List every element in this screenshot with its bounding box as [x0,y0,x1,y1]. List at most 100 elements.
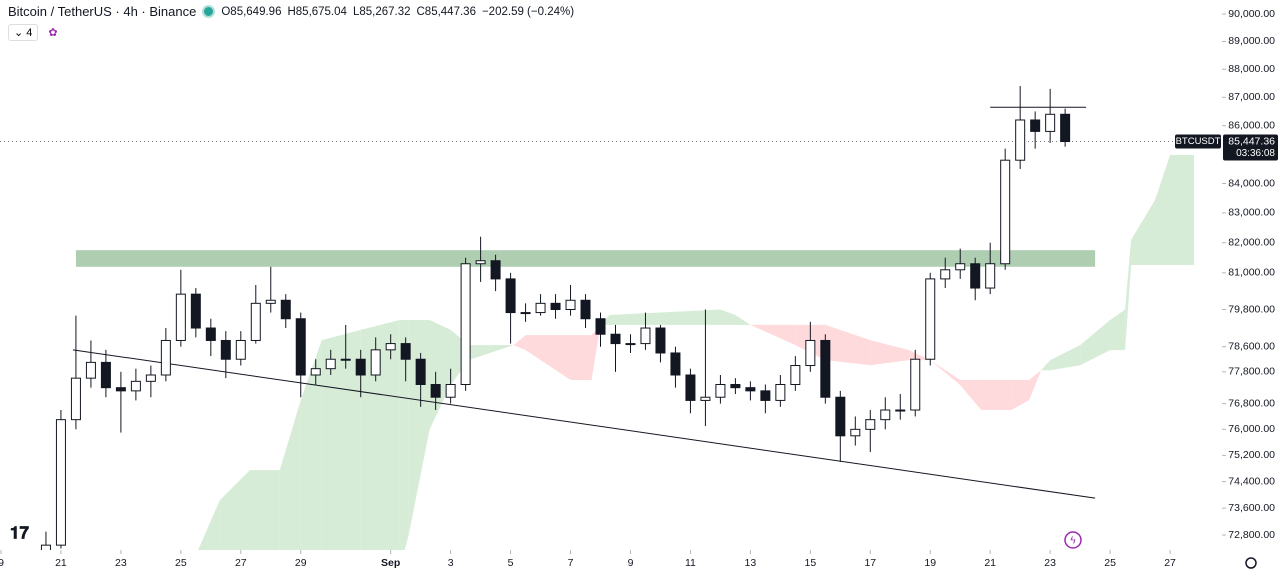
x-tick-label: 11 [685,557,696,569]
candle-body [670,352,681,376]
cloud-segment [930,360,961,386]
cloud-segment [468,345,499,361]
cloud-segment [1110,309,1126,351]
cloud-segment [825,324,871,366]
cloud-segment [1131,199,1156,265]
candle-body [505,278,516,314]
indicator-icon[interactable]: ✿ [48,27,58,39]
candle-body [70,377,81,421]
candle-body [1060,113,1071,143]
cloud-segment [960,380,982,411]
ohlc-change: −202.59 (−0.24%) [481,5,575,18]
x-tick-label: 17 [864,557,876,569]
candle-body [130,380,141,392]
candle-body [280,299,291,320]
y-tick-label: 83,000.00 [1228,207,1275,219]
candle-body [190,293,201,329]
candle-body [850,428,861,437]
y-tick-label: 88,000.00 [1228,63,1275,75]
ohlc-high: H85,675.04 [287,5,347,18]
symbol-title[interactable]: Bitcoin / TetherUS · 4h · Binance [8,4,197,19]
candle-body [265,299,276,304]
candle-body [340,358,351,361]
candle-body [685,374,696,401]
lightning-button[interactable]: ϟ [1064,531,1082,549]
cloud-segment [1080,319,1111,366]
candle-body [115,387,126,392]
candle-body [730,383,741,389]
y-tick-label: 79,800.00 [1228,303,1275,315]
svg-text:ϟ: ϟ [1070,536,1076,547]
candle-body [745,387,756,392]
candle-body [835,396,846,437]
candle-body [385,343,396,351]
x-tick-label: 23 [115,557,127,569]
candle-body [1030,119,1041,132]
candle-body [970,263,981,289]
tag-price-box [1223,134,1278,161]
header: Bitcoin / TetherUS · 4h · Binance O85,64… [8,4,574,19]
candle-body [475,260,486,265]
x-tick-label: 15 [804,557,816,569]
candle-body [205,327,216,341]
x-tick-label: 5 [508,557,514,569]
cloud-segment [600,315,610,325]
candles [40,86,1071,550]
candle-body [595,318,606,335]
cloud-segment [1155,154,1171,265]
candle-body [145,374,156,382]
candle-body [640,327,651,345]
cloud-segment [1011,380,1030,411]
svg-text:𝟏𝟕: 𝟏𝟕 [10,523,29,542]
cloud-segment [570,335,592,381]
candle-body [895,409,906,412]
candle-body [790,365,801,385]
indicator-toggle[interactable]: ⌄ 4 [8,24,39,41]
candle-body [550,302,561,310]
cloud-segment [909,350,931,361]
candle-body [580,299,591,320]
candle-body [1015,119,1026,161]
y-tick-label: 76,000.00 [1228,423,1275,435]
x-tick-label: 9 [0,557,4,569]
settings-button[interactable] [1245,557,1257,569]
candle-body [910,358,921,411]
status-dot [202,5,216,18]
cloud-segment [279,400,301,550]
cloud-segment [981,380,1012,411]
candle-body [100,361,111,389]
y-tick-label: 84,000.00 [1228,177,1275,189]
candle-body [295,318,306,376]
candle-body [985,263,996,289]
cloud-segment [591,324,601,381]
x-tick-label: 27 [235,557,247,569]
x-tick-label: 13 [745,557,757,569]
ohlc-open: O85,649.96 [221,5,282,18]
cloud-segment [525,335,571,381]
candle-body [370,349,381,376]
x-tick-label: 21 [984,557,996,569]
y-tick-label: 90,000.00 [1228,8,1275,20]
cloud-segment [609,309,721,325]
candle-body [760,390,771,401]
candle-body [445,383,456,398]
x-tick-label: 9 [628,557,634,569]
tag-symbol-box [1175,134,1221,149]
candle-body [1000,159,1011,265]
cloud-segment [360,319,400,550]
trendline [72,349,1096,499]
y-tick-label: 82,000.00 [1228,236,1275,248]
cloud-segment [735,315,751,325]
candle-body [955,263,966,271]
x-tick-label: 25 [175,557,187,569]
candle-body [250,302,261,341]
cloud-segment [795,324,826,361]
candle-body [400,343,411,360]
tag-symbol: BTCUSDT [1176,136,1221,147]
ichimoku-cloud [198,154,1195,550]
cloud-segment [321,329,361,550]
candle-body [40,544,51,550]
candle-body [820,339,831,398]
cloud-segment [1170,154,1195,265]
cloud-segment [750,324,796,346]
